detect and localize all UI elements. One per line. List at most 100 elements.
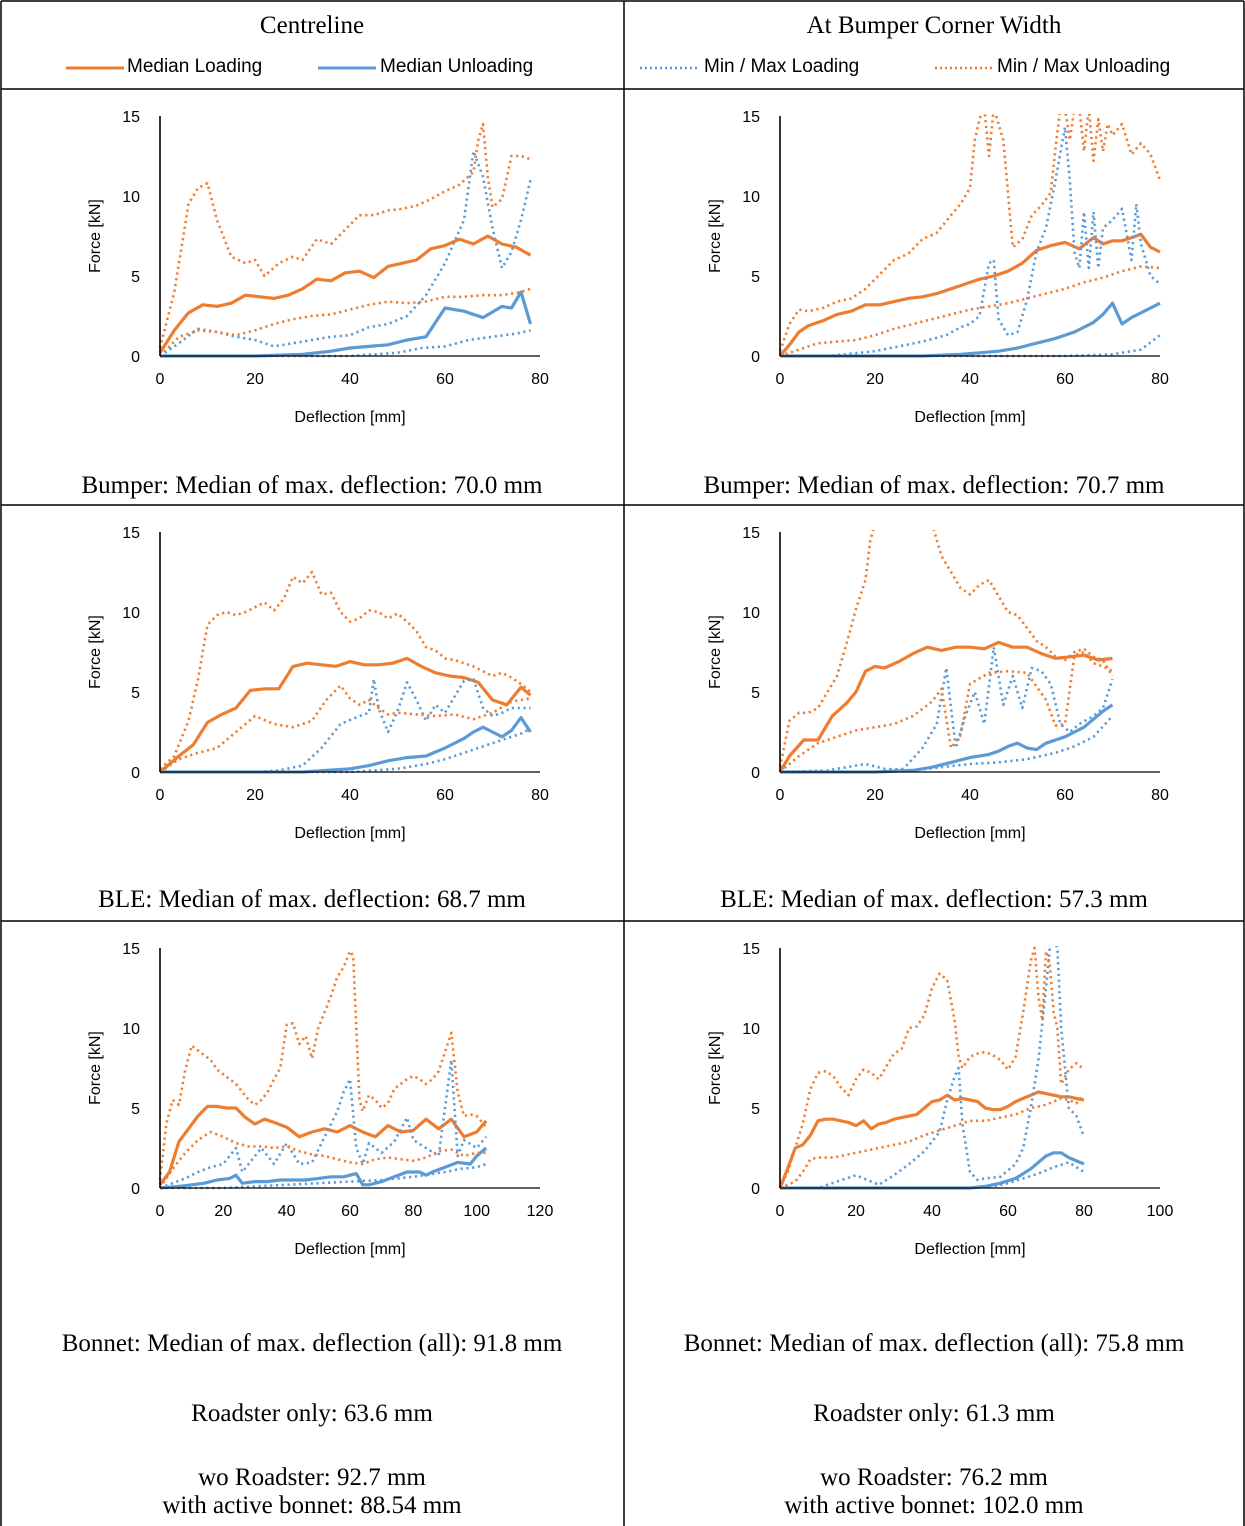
y-tick-label: 0 <box>131 765 140 782</box>
x-tick-label: 120 <box>527 1203 554 1220</box>
legend-label-median-unloading: Median Unloading <box>380 56 534 77</box>
x-tick-label: 60 <box>1056 371 1074 388</box>
x-tick-label: 60 <box>1056 787 1074 804</box>
series-group <box>778 530 1114 774</box>
caption-bonnet-corner-all: Bonnet: Median of max. deflection (all):… <box>683 1330 1185 1357</box>
y-tick-label: 10 <box>122 189 140 206</box>
caption-bonnet-corner-wo-roadster: wo Roadster: 76.2 mm <box>820 1464 1048 1491</box>
y-axis-label: Force [kN] <box>87 1031 104 1105</box>
series-line-min-max-unloading-4 <box>778 114 1162 352</box>
legend-label-minmax-loading: Min / Max Loading <box>704 56 860 77</box>
header-title-centreline: Centreline <box>259 12 365 39</box>
series-line-min-max-loading-3 <box>780 1161 1085 1190</box>
series-line-min-max-loading-2 <box>159 149 532 358</box>
chart-bumper-centreline: 0 5 10 15 0 20 40 60 80 Deflection [mm] Force [kN] <box>87 109 549 426</box>
legend-swatch-median-loading <box>66 66 124 70</box>
series-line-min-max-loading-2 <box>159 1058 488 1190</box>
y-axis-label: Force [kN] <box>87 199 104 273</box>
legend-swatch-minmax-loading <box>640 66 698 70</box>
series-line-median-unloading-1 <box>160 716 532 774</box>
y-tick-label: 15 <box>742 941 760 958</box>
y-tick-label: 10 <box>742 189 760 206</box>
caption-bonnet-centreline-roadster: Roadster only: 63.6 mm <box>191 1400 433 1427</box>
y-tick-label: 0 <box>131 349 140 366</box>
header-title-corner: At Bumper Corner Width <box>806 12 1062 39</box>
series-line-median-unloading-1 <box>160 290 533 358</box>
x-tick-label: 80 <box>404 1203 422 1220</box>
y-tick-label: 15 <box>122 941 140 958</box>
chart-ble-centreline: 0 5 10 15 0 20 40 60 80 Deflection [mm] Force [kN] <box>87 525 549 842</box>
x-tick-label: 20 <box>866 787 884 804</box>
series-line-min-max-loading-2 <box>160 677 531 774</box>
series-line-min-max-unloading-4 <box>158 949 488 1181</box>
y-tick-label: 15 <box>742 525 760 542</box>
y-axis-label: Force [kN] <box>707 615 724 689</box>
caption-bonnet-corner-active: with active bonnet: 102.0 mm <box>784 1492 1084 1519</box>
x-tick-label: 40 <box>923 1203 941 1220</box>
series-line-median-unloading-1 <box>780 301 1161 358</box>
x-tick-label: 80 <box>531 371 549 388</box>
x-tick-label: 40 <box>961 371 979 388</box>
series-line-median-unloading-1 <box>159 1146 488 1190</box>
y-tick-label: 15 <box>742 109 760 126</box>
legend-swatch-minmax-unloading <box>935 66 993 70</box>
caption-bumper-centreline: Bumper: Median of max. deflection: 70.0 … <box>81 472 543 499</box>
series-line-median-unloading-1 <box>780 703 1114 774</box>
series-line-min-max-unloading-5 <box>159 684 531 774</box>
series-line-min-max-loading-2 <box>780 946 1086 1190</box>
x-tick-label: 20 <box>866 371 884 388</box>
y-axis-label: Force [kN] <box>87 615 104 689</box>
y-tick-label: 10 <box>742 1021 760 1038</box>
chart-bonnet-centreline: 0 5 10 15 0 20 40 60 80 100 120 Deflection [mm] Forc… <box>87 941 554 1258</box>
series-line-median-loading-0 <box>158 1104 488 1186</box>
x-tick-label: 0 <box>156 787 165 804</box>
y-axis-label: Force [kN] <box>707 1031 724 1105</box>
y-tick-label: 5 <box>131 685 140 702</box>
y-tick-label: 10 <box>742 605 760 622</box>
series-group <box>158 570 532 774</box>
x-tick-label: 0 <box>776 787 785 804</box>
y-tick-label: 0 <box>751 349 760 366</box>
x-tick-label: 0 <box>156 1203 165 1220</box>
series-line-median-loading-0 <box>778 640 1113 773</box>
x-tick-label: 40 <box>341 787 359 804</box>
caption-bumper-corner: Bumper: Median of max. deflection: 70.7 … <box>703 472 1165 499</box>
caption-bonnet-centreline-all: Bonnet: Median of max. deflection (all):… <box>61 1330 563 1357</box>
x-tick-label: 0 <box>776 371 785 388</box>
legend-swatch-median-unloading <box>318 66 376 70</box>
x-tick-label: 20 <box>847 1203 865 1220</box>
x-tick-label: 20 <box>246 371 264 388</box>
x-axis-label: Deflection [mm] <box>294 1241 405 1258</box>
y-tick-label: 15 <box>122 525 140 542</box>
series-line-median-loading-0 <box>158 234 532 354</box>
legend-label-minmax-unloading: Min / Max Unloading <box>997 56 1171 77</box>
series-line-min-max-loading-2 <box>780 645 1114 774</box>
y-tick-label: 5 <box>131 269 140 286</box>
series-line-min-max-unloading-4 <box>778 530 1114 768</box>
x-tick-label: 80 <box>1075 1203 1093 1220</box>
series-group <box>778 114 1162 358</box>
series-line-min-max-unloading-4 <box>159 570 532 770</box>
series-line-median-loading-0 <box>778 232 1161 358</box>
x-tick-label: 20 <box>214 1203 232 1220</box>
y-tick-label: 5 <box>751 269 760 286</box>
series-line-min-max-unloading-5 <box>158 1130 487 1189</box>
chart-bonnet-corner: 0 5 10 15 0 20 40 60 80 100 Deflection [mm] Force [… <box>707 941 1173 1258</box>
x-tick-label: 80 <box>1151 787 1169 804</box>
series-line-min-max-loading-3 <box>160 1162 487 1190</box>
x-axis-label: Deflection [mm] <box>914 825 1025 842</box>
x-axis-label: Deflection [mm] <box>914 1241 1025 1258</box>
y-tick-label: 0 <box>751 1181 760 1198</box>
series-line-min-max-unloading-4 <box>158 122 531 349</box>
x-tick-label: 80 <box>531 787 549 804</box>
x-tick-label: 60 <box>999 1203 1017 1220</box>
series-line-min-max-unloading-4 <box>778 946 1085 1189</box>
series-line-min-max-unloading-5 <box>159 287 531 357</box>
x-tick-label: 60 <box>436 787 454 804</box>
series-group <box>158 949 488 1190</box>
y-tick-label: 15 <box>122 109 140 126</box>
y-tick-label: 10 <box>122 605 140 622</box>
series-line-min-max-loading-2 <box>780 125 1161 358</box>
series-line-min-max-unloading-5 <box>779 1094 1085 1190</box>
